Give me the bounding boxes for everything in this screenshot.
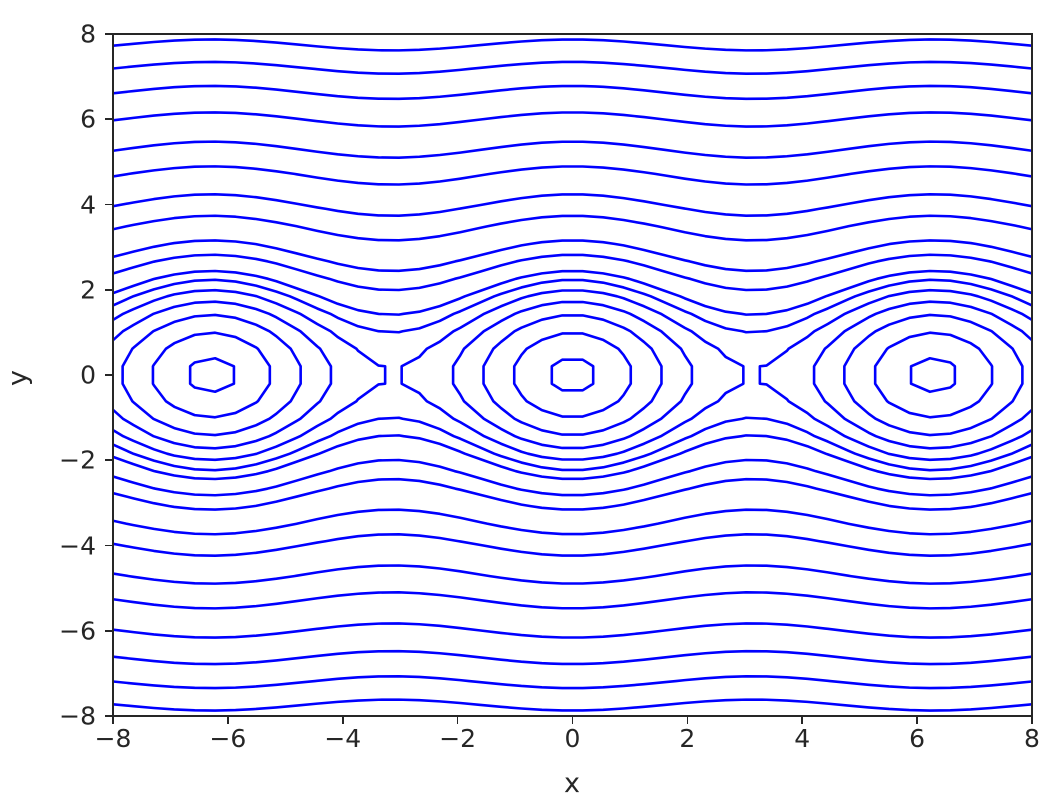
- x-tick-mark: [341, 717, 344, 724]
- contour-line: [113, 269, 1032, 316]
- contour-line: [113, 165, 1032, 186]
- x-tick-mark: [227, 717, 229, 724]
- contour-line: [113, 111, 1032, 128]
- contour-line: [113, 140, 1032, 159]
- y-tick-label: 6: [80, 104, 96, 134]
- x-tick-mark: [112, 717, 114, 724]
- x-tick-label: −6: [209, 724, 247, 753]
- plot-area: [113, 34, 1032, 716]
- y-tick-mark: [105, 374, 112, 376]
- y-axis-label: y: [2, 370, 34, 386]
- contour-line: [113, 434, 1032, 481]
- contour-line: [113, 253, 1032, 292]
- x-axis-label: x: [564, 768, 580, 799]
- x-tick-label: 4: [794, 724, 811, 753]
- contour-line: [113, 477, 1032, 511]
- y-tick-label: 2: [80, 275, 96, 305]
- y-tick-label: 8: [80, 19, 96, 49]
- contour-line: [909, 356, 957, 394]
- x-tick-mark: [686, 717, 689, 724]
- axis-spine-bottom: [112, 715, 1033, 717]
- y-tick-mark: [105, 715, 112, 717]
- y-tick-mark: [105, 629, 112, 632]
- contour-line: [113, 278, 1032, 334]
- contour-line: [451, 300, 694, 450]
- contour-lines-group: [113, 38, 1032, 712]
- contour-line: [113, 533, 1032, 558]
- contour-line: [113, 192, 1032, 217]
- x-tick-label: 6: [909, 724, 926, 753]
- contour-line: [113, 239, 1032, 273]
- contour-line: [151, 331, 272, 419]
- x-tick-label: −4: [324, 724, 362, 753]
- y-tick-mark: [105, 288, 112, 291]
- y-tick-mark: [105, 459, 112, 462]
- y-tick-label: −2: [59, 445, 96, 475]
- y-tick-mark: [105, 118, 112, 121]
- contour-line: [843, 313, 1024, 437]
- contour-line: [113, 214, 1032, 242]
- x-tick-label: 0: [564, 724, 581, 753]
- contour-line: [812, 300, 1032, 450]
- contour-line: [113, 622, 1032, 639]
- contour-line: [113, 458, 1032, 497]
- axis-spine-top: [112, 33, 1033, 35]
- contour-line: [113, 288, 387, 462]
- contour-line: [113, 38, 1032, 52]
- contour-line: [113, 564, 1032, 585]
- x-tick-label: 2: [679, 724, 696, 753]
- contour-line: [113, 649, 1032, 666]
- x-tick-mark: [1031, 717, 1033, 724]
- contour-line: [400, 289, 745, 461]
- contour-line: [113, 675, 1032, 690]
- contour-line: [113, 698, 1032, 712]
- y-tick-mark: [105, 544, 112, 547]
- contour-line: [121, 313, 302, 437]
- contour-line: [113, 591, 1032, 610]
- y-tick-label: 0: [80, 360, 96, 390]
- contour-line: [113, 84, 1032, 101]
- figure-canvas: −8 −6 −4 −2 0 2 4 6 8 −8 −6 −4 −2 0 2 4 6 8 y x: [2, 19, 1040, 799]
- contour-line: [758, 288, 1032, 462]
- y-tick-mark: [105, 33, 112, 35]
- y-tick-label: −8: [59, 701, 96, 731]
- y-tick-label: −6: [59, 616, 96, 646]
- axis-spine-right: [1031, 33, 1033, 717]
- x-tick-mark: [571, 717, 574, 724]
- x-tick-mark: [916, 717, 918, 724]
- contour-line: [550, 358, 595, 392]
- contour-line: [512, 332, 633, 418]
- x-tick-mark: [801, 717, 804, 724]
- x-tick-mark: [456, 717, 459, 724]
- x-tick-label: −2: [439, 724, 477, 753]
- y-tick-label: −4: [59, 531, 96, 560]
- x-tick-label: 8: [1024, 724, 1040, 753]
- y-tick-mark: [105, 203, 112, 206]
- contour-line: [113, 60, 1032, 75]
- axis-spine-left: [112, 33, 114, 717]
- contour-line: [113, 300, 333, 450]
- contour-line: [113, 416, 1032, 472]
- contour-line: [873, 331, 994, 419]
- contour-line: [113, 508, 1032, 536]
- y-tick-label: 4: [80, 190, 96, 219]
- contour-line: [188, 356, 236, 394]
- contour-line: [482, 314, 663, 436]
- x-tick-label: −8: [94, 724, 132, 753]
